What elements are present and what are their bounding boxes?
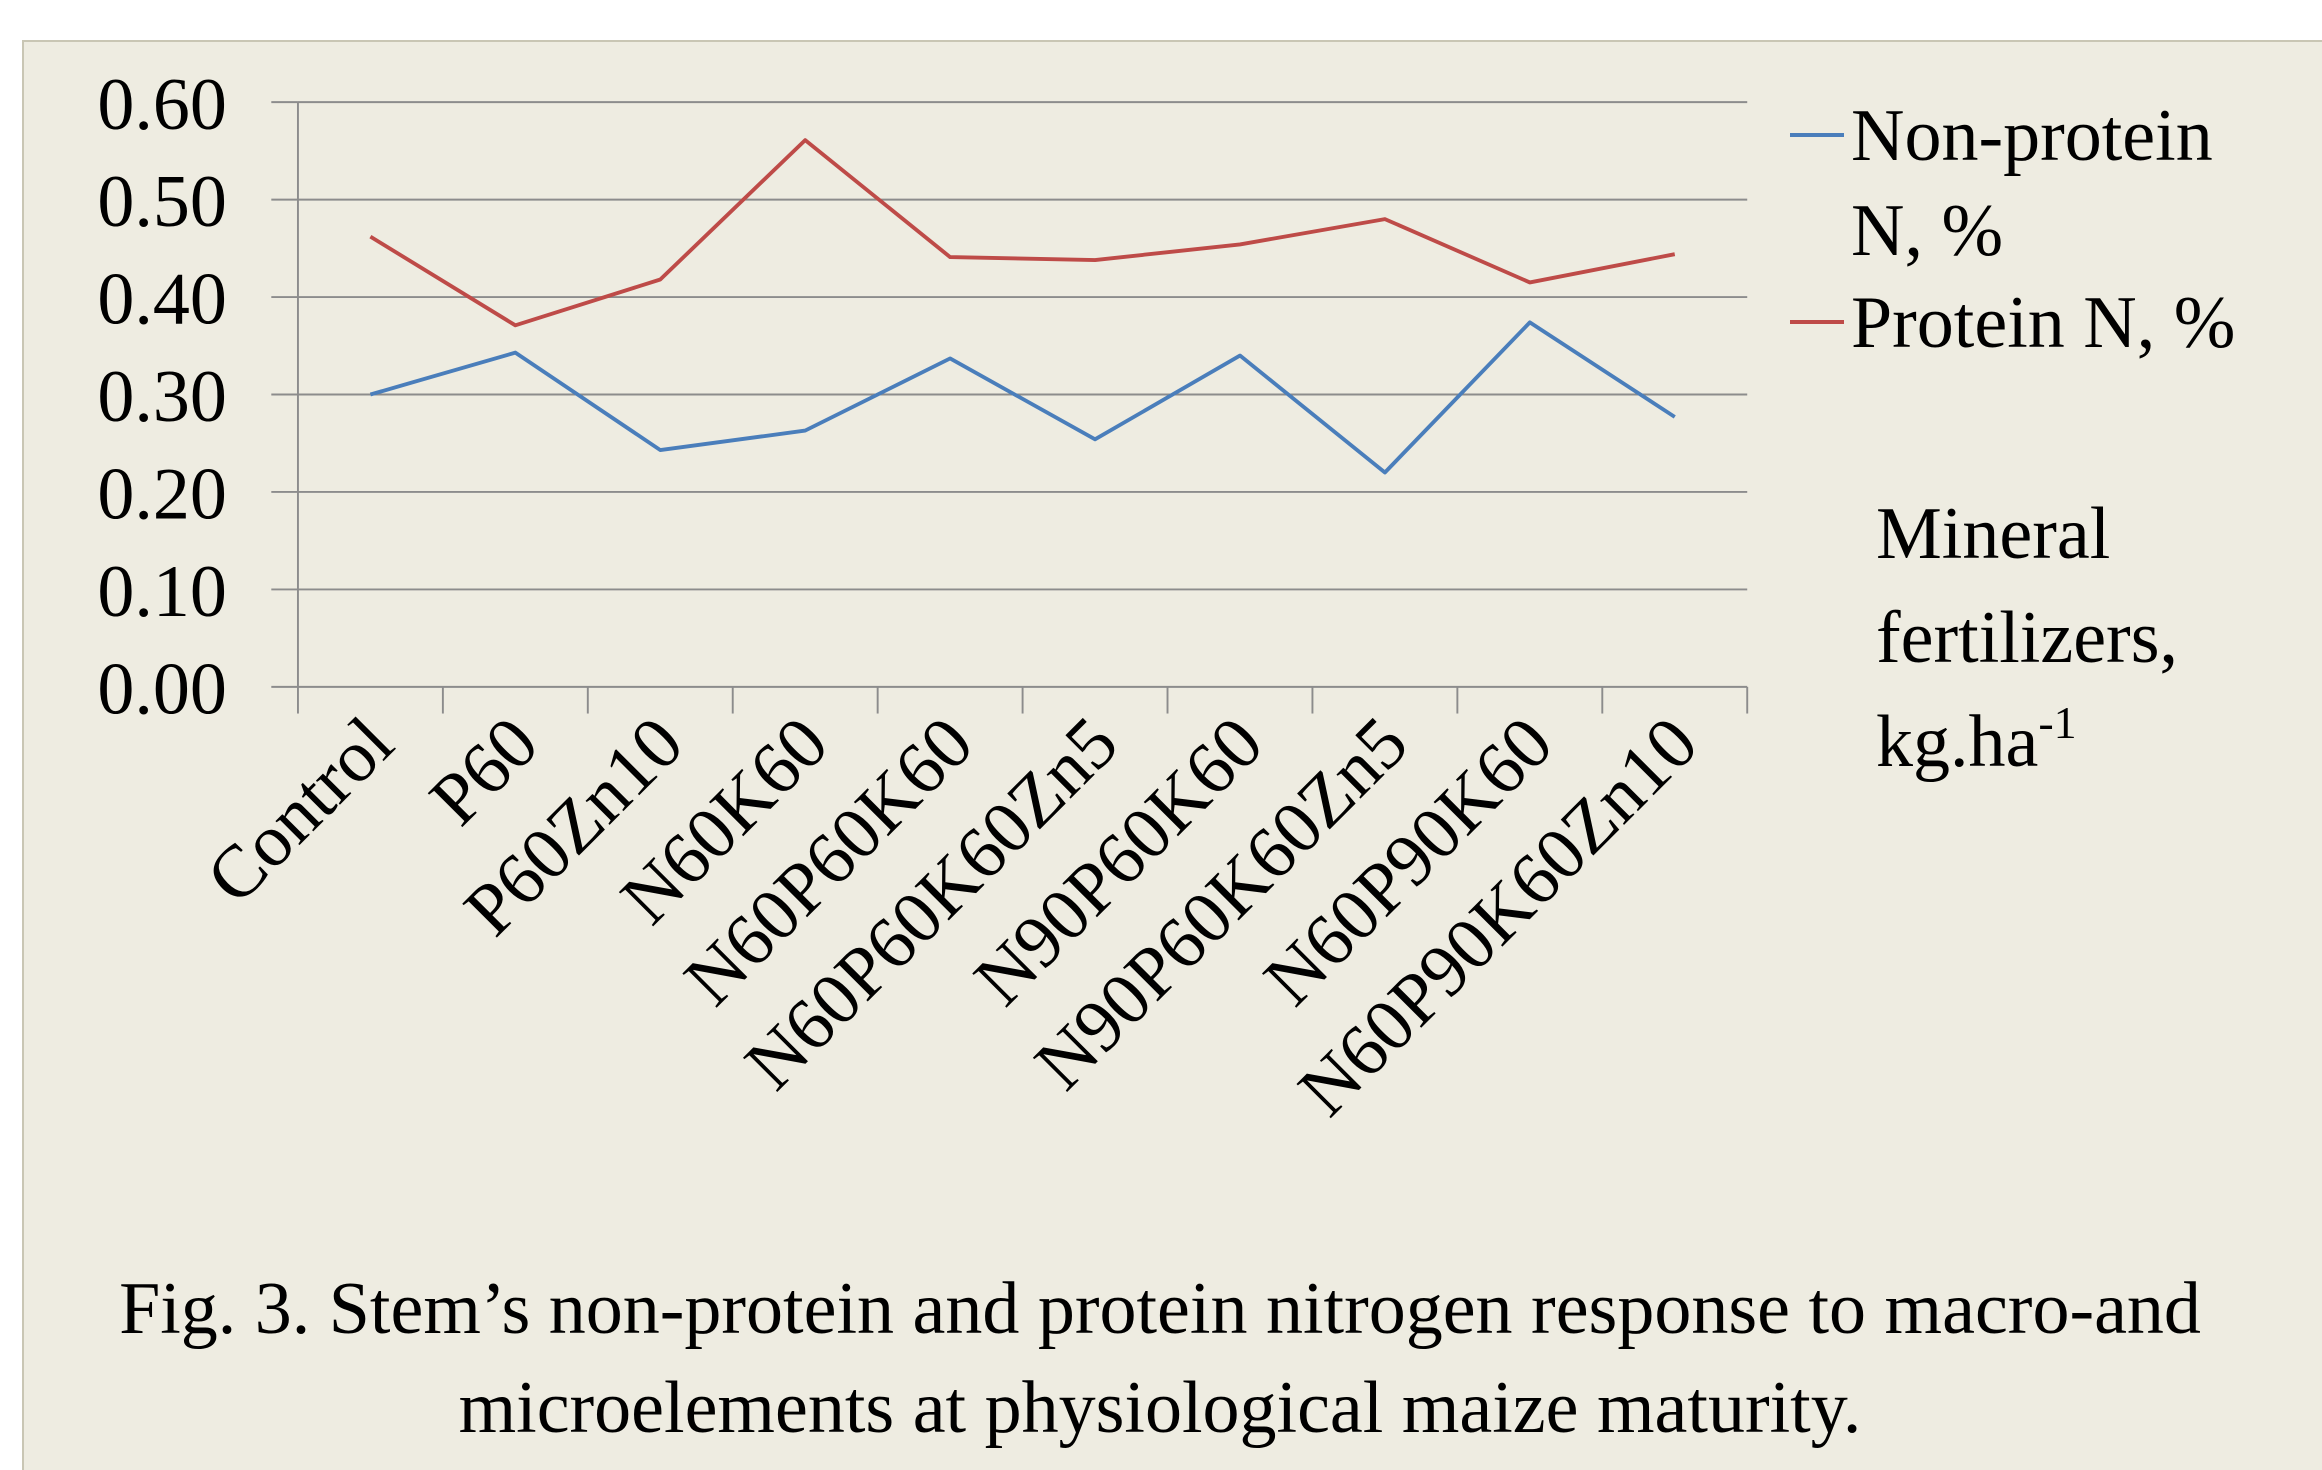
- y-tick-label: 0.00: [97, 649, 227, 731]
- y-tick-label: 0.50: [97, 161, 227, 243]
- y-tick-label: 0.20: [97, 454, 227, 536]
- x-tick-label: Control: [191, 702, 409, 920]
- annotation: Mineral fertilizers, kg.ha-1: [1876, 482, 2276, 794]
- y-tick-label: 0.10: [97, 551, 227, 633]
- annotation-text: Mineral fertilizers, kg.ha: [1876, 493, 2178, 783]
- chart-title: Fig. 3. Stem’s non-protein and protein n…: [119, 1268, 2201, 1449]
- legend-key: [1790, 133, 1844, 137]
- y-tick-label: 0.40: [97, 259, 227, 341]
- series-line: [369, 138, 1676, 328]
- legend-text: Non-protein N, %: [1851, 95, 2213, 272]
- series-line: [369, 320, 1676, 475]
- legend-text: Protein N, %: [1851, 282, 2236, 364]
- y-tick-label: 0.30: [97, 356, 227, 438]
- panel: [22, 40, 2322, 1470]
- y-tick-label: 0.60: [97, 64, 227, 146]
- annotation-superscript: -1: [2038, 697, 2077, 748]
- legend-key: [1790, 320, 1844, 324]
